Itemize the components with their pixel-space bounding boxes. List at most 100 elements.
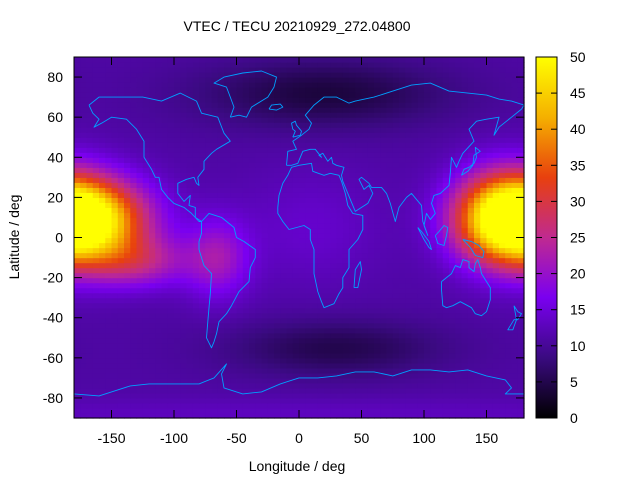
heatmap-cell — [130, 227, 138, 234]
heatmap-cell — [392, 272, 400, 279]
heatmap-cell — [274, 212, 281, 219]
heatmap-cell — [236, 257, 244, 264]
heatmap-cell — [155, 127, 163, 133]
heatmap-cell — [380, 182, 388, 188]
heatmap-cell — [86, 252, 94, 259]
heatmap-cell — [149, 252, 156, 259]
heatmap-cell — [424, 357, 431, 364]
heatmap-cell — [492, 302, 500, 309]
heatmap-cell — [374, 277, 381, 284]
heatmap-cell — [142, 72, 150, 78]
heatmap-cell — [342, 257, 350, 264]
heatmap-cell — [267, 342, 275, 349]
heatmap-cell — [261, 167, 269, 173]
heatmap-cell — [111, 312, 119, 319]
heatmap-cell — [505, 162, 513, 168]
heatmap-cell — [167, 187, 175, 193]
heatmap-cell — [124, 67, 131, 73]
heatmap-cell — [330, 112, 338, 118]
heatmap-cell — [461, 172, 469, 178]
heatmap-cell — [249, 397, 256, 404]
heatmap-cell — [305, 382, 313, 389]
heatmap-cell — [330, 337, 338, 344]
heatmap-cell — [180, 162, 188, 168]
heatmap-cell — [349, 342, 356, 349]
heatmap-cell — [242, 272, 250, 279]
heatmap-cell — [480, 302, 488, 309]
heatmap-cell — [292, 102, 300, 108]
heatmap-cell — [86, 152, 94, 158]
heatmap-cell — [467, 137, 475, 143]
heatmap-cell — [355, 302, 363, 309]
heatmap-cell — [274, 337, 281, 344]
heatmap-cell — [349, 337, 356, 344]
heatmap-cell — [192, 102, 200, 108]
heatmap-cell — [517, 132, 525, 138]
heatmap-cell — [249, 367, 256, 374]
heatmap-cell — [99, 72, 106, 78]
heatmap-cell — [474, 187, 481, 193]
heatmap-cell — [474, 242, 481, 249]
heatmap-cell — [349, 127, 356, 133]
heatmap-cell — [205, 252, 213, 259]
heatmap-cell — [461, 247, 469, 254]
heatmap-cell — [455, 357, 463, 364]
heatmap-cell — [136, 372, 144, 379]
heatmap-cell — [130, 302, 138, 309]
heatmap-cell — [480, 327, 488, 334]
heatmap-cell — [361, 407, 369, 414]
heatmap-cell — [92, 412, 100, 419]
heatmap-cell — [361, 102, 369, 108]
heatmap-cell — [149, 127, 156, 133]
heatmap-cell — [242, 97, 250, 103]
heatmap-cell — [399, 142, 406, 148]
heatmap-cell — [317, 182, 325, 188]
heatmap-cell — [186, 92, 194, 98]
heatmap-cell — [467, 347, 475, 354]
heatmap-cell — [224, 122, 231, 128]
heatmap-cell — [299, 177, 306, 183]
heatmap-cell — [349, 262, 356, 269]
heatmap-cell — [417, 327, 425, 334]
heatmap-cell — [461, 197, 469, 203]
heatmap-cell — [149, 132, 156, 138]
heatmap-cell — [117, 412, 125, 419]
heatmap-cell — [86, 222, 94, 229]
heatmap-cell — [211, 232, 219, 239]
heatmap-cell — [211, 277, 219, 284]
heatmap-cell — [380, 222, 388, 229]
heatmap-cell — [405, 292, 413, 299]
heatmap-cell — [255, 72, 263, 78]
heatmap-cell — [136, 382, 144, 389]
heatmap-cell — [374, 167, 381, 173]
heatmap-cell — [505, 262, 513, 269]
heatmap-cell — [180, 337, 188, 344]
heatmap-cell — [105, 142, 113, 148]
heatmap-cell — [417, 112, 425, 118]
heatmap-cell — [505, 317, 513, 324]
heatmap-cell — [411, 397, 419, 404]
heatmap-cell — [511, 252, 519, 259]
heatmap-cell — [424, 387, 431, 394]
heatmap-cell — [136, 222, 144, 229]
heatmap-cell — [167, 67, 175, 73]
heatmap-cell — [461, 357, 469, 364]
heatmap-cell — [167, 297, 175, 304]
heatmap-cell — [167, 317, 175, 324]
heatmap-cell — [280, 157, 288, 163]
heatmap-cell — [417, 332, 425, 339]
heatmap-cell — [236, 407, 244, 414]
heatmap-cell — [499, 282, 506, 289]
heatmap-cell — [124, 337, 131, 344]
heatmap-cell — [355, 312, 363, 319]
heatmap-cell — [411, 197, 419, 203]
heatmap-cell — [336, 202, 344, 209]
heatmap-cell — [80, 152, 88, 158]
heatmap-cell — [355, 337, 363, 344]
heatmap-cell — [167, 232, 175, 239]
heatmap-cell — [217, 147, 225, 153]
heatmap-cell — [342, 217, 350, 224]
heatmap-cell — [130, 172, 138, 178]
heatmap-cell — [217, 332, 225, 339]
